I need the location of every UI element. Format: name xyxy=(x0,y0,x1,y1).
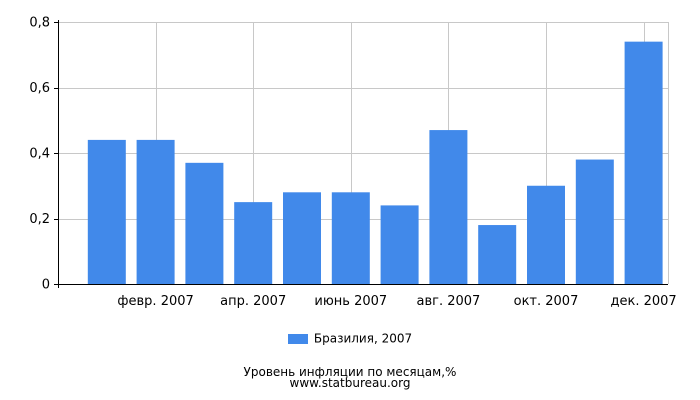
axes xyxy=(54,20,668,288)
x-tick-labels: февр. 2007 апр. 2007 июнь 2007 авг. 2007 окт… xyxy=(117,294,676,309)
bar xyxy=(429,130,468,284)
legend-swatch xyxy=(287,333,308,344)
x-tick-label: дек. 2007 xyxy=(611,294,677,309)
bar xyxy=(283,192,321,284)
bar xyxy=(624,41,663,285)
bar xyxy=(136,139,175,284)
y-tick-label: 0,2 xyxy=(29,212,50,227)
x-tick-label: апр. 2007 xyxy=(220,294,286,309)
legend-label: Бразилия, 2007 xyxy=(313,331,413,346)
bar xyxy=(380,205,419,284)
x-tick-label: февр. 2007 xyxy=(117,294,193,309)
y-tick-labels: 0 0,2 0,4 0,6 0,8 xyxy=(29,16,50,293)
bar xyxy=(234,202,273,284)
y-tick-label: 0 xyxy=(42,278,50,293)
legend: Бразилия, 2007 xyxy=(0,331,700,346)
y-tick-label: 0,8 xyxy=(29,16,50,31)
bar xyxy=(478,225,517,284)
bars xyxy=(87,41,663,285)
chart-title: Уровень инфляции по месяцам,% xyxy=(243,365,457,379)
bar xyxy=(575,159,614,284)
y-tick-label: 0,4 xyxy=(29,147,50,162)
bar xyxy=(527,185,565,284)
bar xyxy=(87,139,126,284)
bar xyxy=(331,192,370,284)
x-tick-label: июнь 2007 xyxy=(314,294,387,309)
y-tick-label: 0,6 xyxy=(29,81,50,96)
bar xyxy=(185,162,224,284)
source-url: www.statbureau.org xyxy=(289,376,411,390)
x-tick-label: авг. 2007 xyxy=(416,294,480,309)
x-tick-label: окт. 2007 xyxy=(514,294,579,309)
